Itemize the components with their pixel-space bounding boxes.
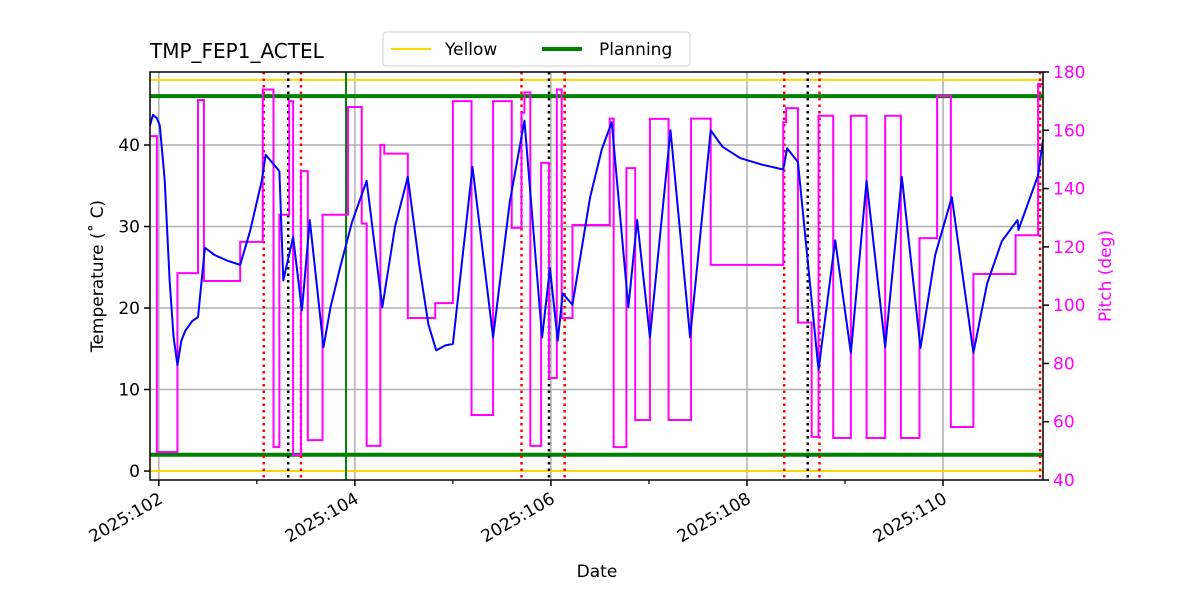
temperature-series <box>150 113 1043 371</box>
y-tick-label: 0 <box>129 462 140 482</box>
chart-title: TMP_FEP1_ACTEL <box>149 39 325 63</box>
plot-background <box>150 72 1043 480</box>
legend-label-yellow: Yellow <box>444 40 497 60</box>
y2-tick-label: 60 <box>1053 413 1075 433</box>
pitch-series <box>150 82 1043 456</box>
legend-frame <box>382 31 691 67</box>
x-tick-label: 2025:110 <box>870 489 951 547</box>
x-tick-label: 2025:106 <box>478 489 559 547</box>
legend: Yellow Planning <box>382 31 691 67</box>
x-axis-label: Date <box>577 562 618 582</box>
y-tick-label: 10 <box>118 381 140 401</box>
y2-tick-label: 140 <box>1053 180 1085 200</box>
y2-tick-label: 180 <box>1053 63 1085 83</box>
y2-tick-label: 40 <box>1053 471 1075 491</box>
y-axis-label: Temperature (˚ C) <box>87 200 108 353</box>
y2-tick-label: 80 <box>1053 354 1075 374</box>
plot-frame <box>149 71 1044 481</box>
x-tick-label: 2025:108 <box>674 489 755 547</box>
y2-tick-label: 100 <box>1053 296 1085 316</box>
y2-tick-label: 120 <box>1053 238 1085 258</box>
y-tick-label: 30 <box>118 218 140 238</box>
plot-area: 2025:102 2025:104 2025:106 2025:108 2025:110… <box>86 63 1086 547</box>
y-tick-label: 40 <box>118 136 140 156</box>
legend-label-planning: Planning <box>599 40 672 60</box>
y2-tick-label: 160 <box>1053 121 1085 141</box>
x-tick-label: 2025:102 <box>86 489 167 547</box>
y2-axis-label: Pitch (deg) <box>1096 230 1116 322</box>
x-tick-label: 2025:104 <box>282 489 363 547</box>
y-tick-label: 20 <box>118 299 140 319</box>
